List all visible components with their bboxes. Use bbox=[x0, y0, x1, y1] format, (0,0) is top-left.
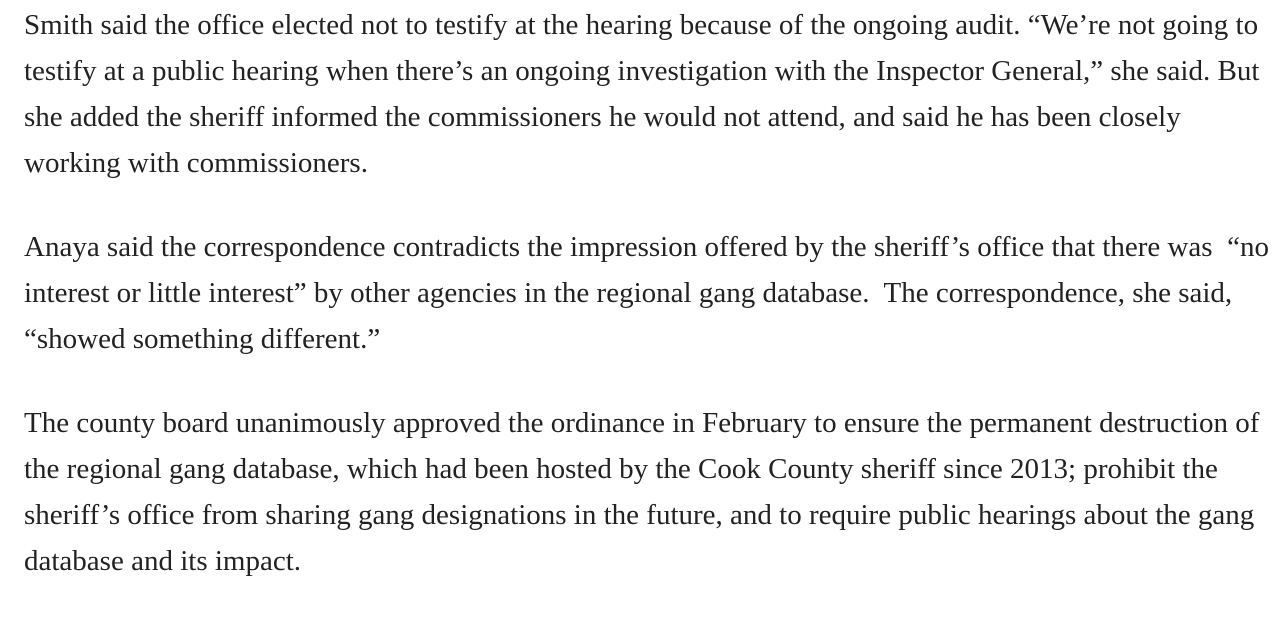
article-paragraph: The county board unanimously approved th… bbox=[24, 407, 1267, 577]
article-paragraph: Smith said the office elected not to tes… bbox=[24, 9, 1267, 179]
article-paragraph: Anaya said the correspondence contradict… bbox=[24, 231, 1277, 355]
article-body: Smith said the office elected not to tes… bbox=[24, 2, 1274, 584]
